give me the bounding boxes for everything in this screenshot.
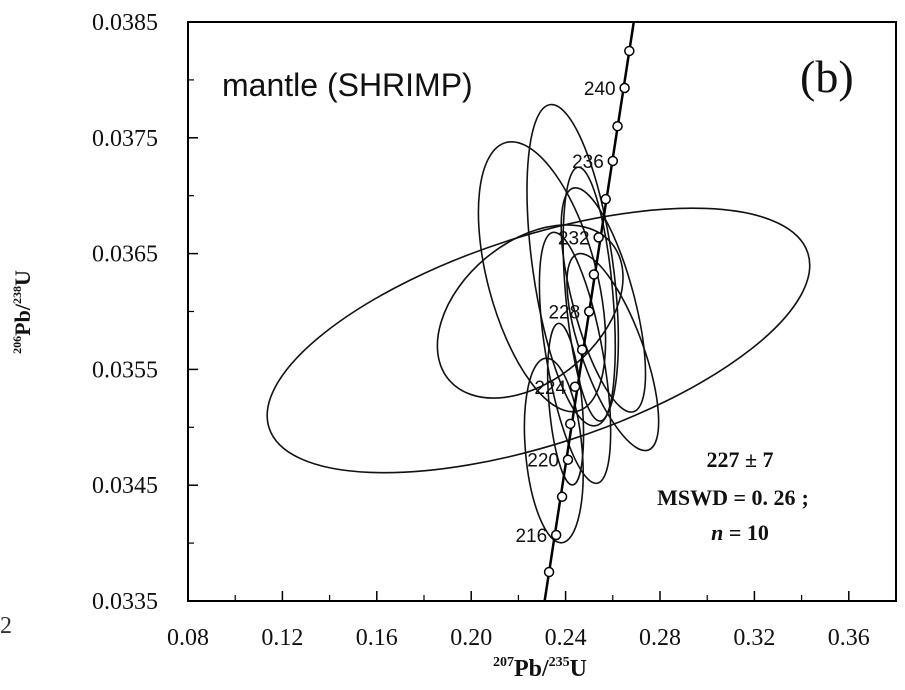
- error-ellipse: [546, 322, 585, 486]
- age-label: 236: [572, 152, 604, 173]
- x-tick-label: 0.20: [450, 625, 492, 651]
- x-label-base2: U: [570, 656, 587, 682]
- x-tick-label: 0.08: [167, 625, 209, 651]
- y-tick-label: 0.0355: [92, 357, 158, 383]
- stray-label: 2: [0, 613, 12, 639]
- result-mswd-suffix: ;: [802, 485, 809, 510]
- y-label-sup2: 238: [10, 286, 24, 304]
- x-axis-label: 207Pb/235U: [493, 655, 587, 682]
- x-tick-label: 0.12: [261, 625, 303, 651]
- x-label-sup1: 207: [493, 655, 514, 670]
- y-label-base1: Pb/: [10, 303, 35, 336]
- panel-label: (b): [800, 51, 854, 102]
- age-label: 216: [515, 526, 547, 547]
- concordia-point: [569, 381, 581, 393]
- concordia-point: [619, 82, 630, 94]
- concordia-point: [612, 120, 623, 132]
- x-tick-label: 0.16: [356, 625, 398, 651]
- age-label: 224: [534, 378, 566, 399]
- concordia-point: [593, 232, 604, 243]
- concordia-point: [600, 193, 611, 205]
- concordia-point: [550, 529, 562, 541]
- x-tick-label: 0.32: [733, 625, 775, 651]
- error-ellipse: [562, 166, 616, 422]
- age-label: 228: [548, 303, 580, 324]
- x-label-sup2: 235: [549, 655, 570, 670]
- x-tick-label: 0.28: [639, 625, 681, 651]
- y-tick-label: 0.0375: [92, 126, 158, 152]
- concordia-point: [588, 269, 600, 280]
- concordia-curve: 216 220 224 228 232 236 240: [515, 21, 636, 602]
- error-ellipse: [566, 252, 660, 452]
- y-tick-label: 0.0385: [92, 10, 158, 36]
- x-label-base1: Pb/: [514, 656, 549, 682]
- y-tick-label: 0.0345: [92, 473, 158, 499]
- age-label: 232: [558, 228, 590, 249]
- result-mswd-text: MSWD = 0. 26: [657, 485, 795, 510]
- error-ellipse: [526, 103, 620, 427]
- concordia-point: [576, 344, 588, 355]
- concordia-point: [565, 418, 576, 430]
- x-tick-label: 0.36: [828, 625, 870, 651]
- chart-title: mantle (SHRIMP): [222, 67, 473, 103]
- y-label-sup1: 206: [10, 336, 24, 354]
- y-label-base2: U: [10, 270, 35, 286]
- concordia-point: [543, 566, 555, 578]
- age-label: 240: [584, 79, 616, 100]
- error-ellipse: [523, 357, 584, 544]
- result-n-eq: = 10: [723, 520, 769, 545]
- concordia-point: [556, 491, 568, 503]
- concordia-point: [624, 45, 635, 57]
- error-ellipse: [560, 186, 647, 413]
- x-tick-label: 0.24: [545, 625, 587, 651]
- concordia-point: [607, 155, 619, 167]
- error-ellipses: [266, 103, 811, 544]
- result-age: 227 ± 7: [706, 447, 773, 472]
- y-tick-label: 0.0335: [92, 589, 158, 615]
- result-mswd: MSWD = 0. 26;: [657, 485, 809, 510]
- result-n-var: n: [711, 520, 723, 545]
- concordia-point: [562, 454, 574, 465]
- axis-ticks: 0.08 0.12 0.16 0.20 0.24 0.28 0.32 0.36 0.0335 0.…: [92, 10, 870, 651]
- concordia-point: [583, 306, 595, 317]
- y-axis-label: 206Pb/238U: [10, 270, 35, 354]
- result-n: n = 10: [711, 520, 769, 545]
- error-ellipse: [477, 141, 607, 413]
- y-tick-label: 0.0365: [92, 242, 158, 268]
- age-label: 220: [527, 451, 559, 472]
